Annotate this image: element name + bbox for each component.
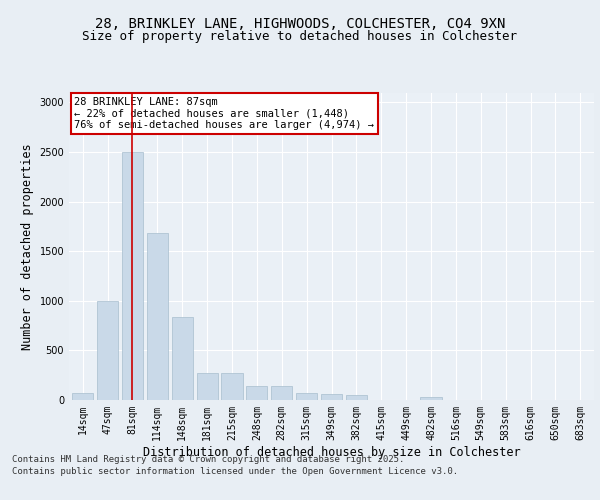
Text: 28, BRINKLEY LANE, HIGHWOODS, COLCHESTER, CO4 9XN: 28, BRINKLEY LANE, HIGHWOODS, COLCHESTER… [95, 18, 505, 32]
Bar [197, 373, 218, 400]
Text: Contains HM Land Registry data © Crown copyright and database right 2025.: Contains HM Land Registry data © Crown c… [12, 456, 404, 464]
Text: 28 BRINKLEY LANE: 87sqm
← 22% of detached houses are smaller (1,448)
76% of semi: 28 BRINKLEY LANE: 87sqm ← 22% of detache… [74, 97, 374, 130]
Text: Contains public sector information licensed under the Open Government Licence v3: Contains public sector information licen… [12, 467, 458, 476]
Bar [122, 152, 143, 400]
Bar [147, 234, 168, 400]
Bar [72, 393, 93, 400]
Bar [346, 395, 367, 400]
Text: Size of property relative to detached houses in Colchester: Size of property relative to detached ho… [83, 30, 517, 43]
Bar [421, 397, 442, 400]
Bar [246, 386, 268, 400]
Y-axis label: Number of detached properties: Number of detached properties [21, 143, 34, 350]
X-axis label: Distribution of detached houses by size in Colchester: Distribution of detached houses by size … [143, 446, 520, 458]
Bar [221, 373, 242, 400]
Bar [97, 301, 118, 400]
Bar [271, 386, 292, 400]
Bar [172, 316, 193, 400]
Bar [296, 392, 317, 400]
Bar [321, 394, 342, 400]
